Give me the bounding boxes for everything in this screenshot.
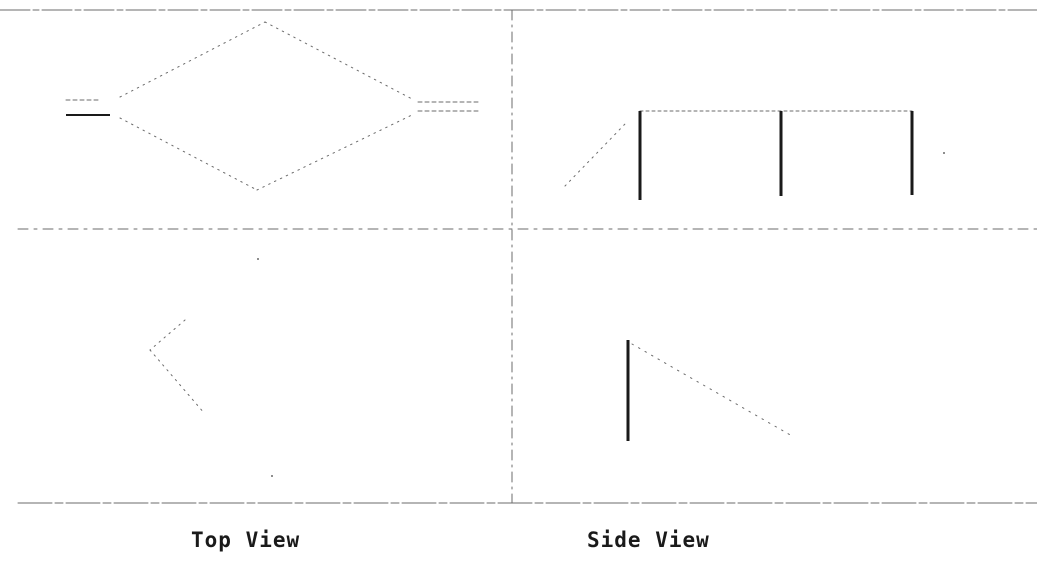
lower-right-diagonal xyxy=(631,343,793,437)
lower-left-fragment xyxy=(149,319,206,415)
top-view-caption: Top View xyxy=(191,528,301,552)
top-view-stub-lines xyxy=(65,99,481,112)
side-view-left-diagonal xyxy=(564,123,626,187)
side-view-caption: Side View xyxy=(587,528,710,552)
stray-dots xyxy=(257,152,945,477)
top-view-diamond xyxy=(119,21,415,191)
